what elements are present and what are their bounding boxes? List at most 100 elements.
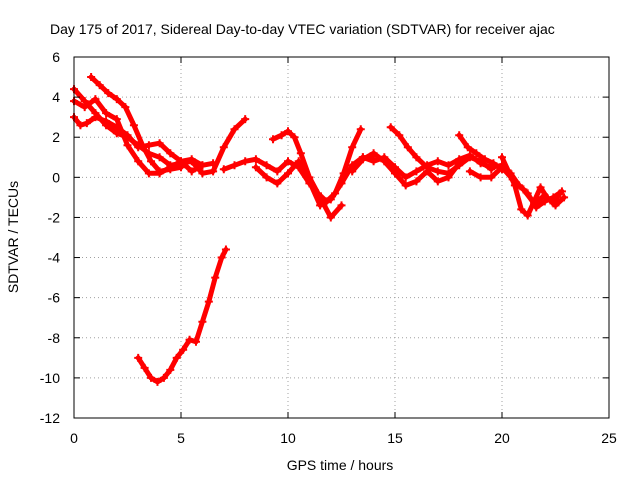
data-point bbox=[348, 167, 357, 176]
data-point bbox=[463, 143, 472, 152]
data-point bbox=[277, 131, 286, 140]
data-point bbox=[465, 153, 474, 162]
series-track-4 bbox=[70, 95, 218, 178]
data-point bbox=[273, 179, 282, 188]
data-point bbox=[204, 297, 213, 306]
data-point bbox=[129, 121, 138, 130]
data-point bbox=[80, 103, 89, 112]
data-point bbox=[348, 143, 357, 152]
data-point bbox=[284, 157, 292, 166]
series-trace bbox=[499, 154, 563, 218]
data-point bbox=[209, 167, 218, 176]
data-point bbox=[104, 89, 113, 98]
data-point bbox=[209, 159, 218, 168]
data-point bbox=[123, 141, 132, 150]
data-point bbox=[262, 173, 271, 182]
data-point bbox=[444, 173, 453, 182]
data-point bbox=[326, 195, 335, 204]
data-point bbox=[217, 253, 226, 262]
data-point bbox=[395, 131, 404, 140]
series-track-14 bbox=[498, 153, 564, 220]
data-point bbox=[166, 163, 175, 172]
data-point bbox=[153, 377, 162, 386]
data-point bbox=[358, 155, 367, 164]
y-tick-label: -12 bbox=[40, 410, 60, 426]
data-point bbox=[179, 345, 188, 354]
series-trace bbox=[71, 96, 216, 176]
data-point bbox=[166, 149, 175, 158]
data-point bbox=[423, 167, 432, 176]
x-tick-label: 15 bbox=[387, 430, 403, 446]
data-point bbox=[433, 177, 442, 186]
data-point bbox=[219, 143, 228, 152]
data-point bbox=[455, 159, 464, 168]
series-track-5 bbox=[134, 245, 230, 386]
data-point bbox=[487, 165, 496, 174]
data-point bbox=[510, 181, 519, 190]
data-point bbox=[198, 161, 207, 170]
x-tick-label: 0 bbox=[70, 430, 78, 446]
data-point bbox=[433, 157, 442, 166]
y-tick-label: 4 bbox=[52, 89, 60, 105]
y-tick-label: -4 bbox=[48, 250, 61, 266]
data-point bbox=[95, 81, 104, 90]
data-point bbox=[140, 363, 149, 372]
data-point bbox=[177, 157, 185, 166]
data-point bbox=[401, 181, 410, 190]
data-point bbox=[187, 167, 196, 176]
data-point bbox=[356, 125, 365, 134]
data-point bbox=[211, 273, 220, 282]
data-point bbox=[82, 119, 91, 128]
data-point bbox=[412, 153, 421, 162]
data-point bbox=[290, 133, 299, 142]
x-tick-label: 10 bbox=[280, 430, 296, 446]
x-tick-label: 25 bbox=[601, 430, 617, 446]
data-point bbox=[198, 317, 207, 326]
data-point bbox=[112, 95, 121, 104]
data-point bbox=[519, 185, 528, 194]
data-point bbox=[155, 153, 164, 162]
data-point bbox=[155, 139, 164, 148]
data-point bbox=[230, 161, 239, 170]
data-point bbox=[412, 177, 421, 186]
data-point bbox=[187, 155, 196, 164]
y-tick-label: 2 bbox=[52, 129, 60, 145]
y-tick-label: 6 bbox=[52, 49, 60, 65]
y-tick-label: -2 bbox=[48, 209, 61, 225]
data-point bbox=[241, 157, 250, 166]
data-point bbox=[504, 167, 513, 176]
data-point bbox=[155, 169, 164, 178]
data-point bbox=[76, 121, 85, 130]
data-point bbox=[476, 173, 485, 182]
data-point bbox=[337, 179, 346, 188]
series-track-11 bbox=[348, 149, 464, 190]
data-point bbox=[91, 113, 100, 122]
plot-frame bbox=[73, 56, 610, 419]
data-point bbox=[465, 167, 474, 176]
data-point bbox=[489, 159, 498, 168]
data-point bbox=[134, 353, 143, 362]
y-tick-label: 0 bbox=[52, 169, 60, 185]
data-point bbox=[112, 115, 121, 124]
data-point bbox=[159, 373, 168, 382]
data-point bbox=[172, 353, 181, 362]
data-point bbox=[386, 123, 395, 132]
data-point bbox=[294, 157, 303, 166]
data-point bbox=[284, 169, 292, 178]
gridlines bbox=[74, 57, 609, 418]
data-point bbox=[536, 183, 545, 192]
x-tick-label: 5 bbox=[177, 430, 185, 446]
data-point bbox=[305, 177, 314, 186]
data-point bbox=[198, 169, 207, 178]
data-point bbox=[455, 131, 464, 140]
data-point bbox=[102, 117, 111, 126]
data-point bbox=[517, 205, 526, 214]
y-axis-label: SDTVAR / TECUs bbox=[5, 181, 21, 293]
data-point bbox=[166, 365, 175, 374]
data-point bbox=[251, 163, 260, 172]
data-point bbox=[147, 157, 156, 166]
data-point bbox=[221, 245, 230, 254]
data-point bbox=[284, 127, 292, 136]
